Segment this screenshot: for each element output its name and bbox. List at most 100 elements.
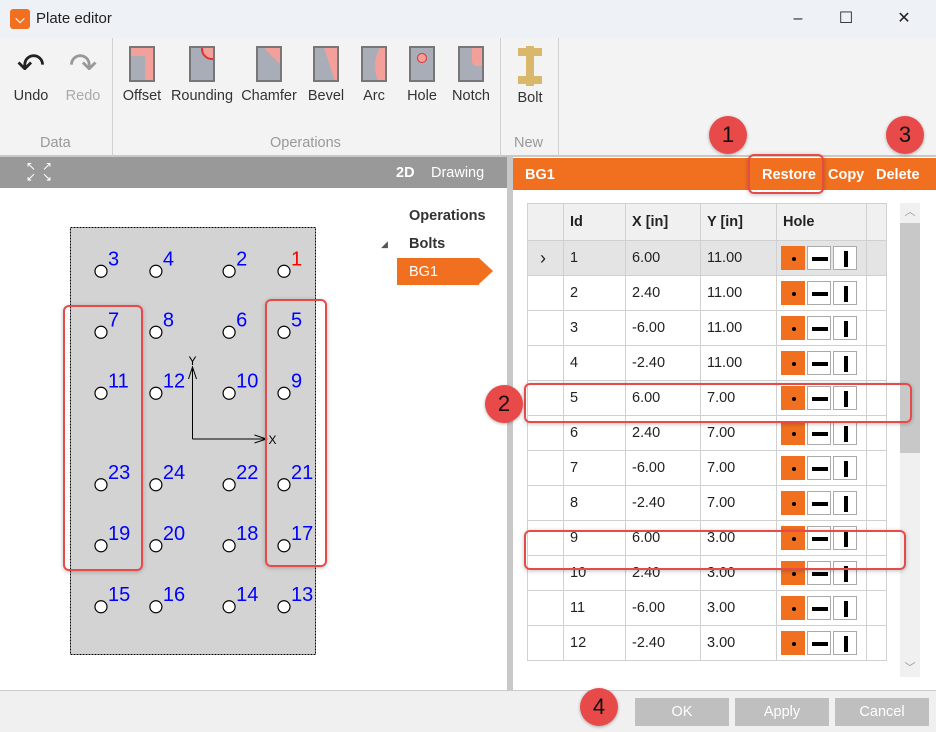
hole-slot-vertical-button[interactable] xyxy=(833,351,857,375)
arc-button[interactable]: Arc xyxy=(358,46,390,104)
cell-y[interactable]: 3.00 xyxy=(700,625,777,661)
bevel-button[interactable]: Bevel xyxy=(306,46,346,104)
fit-view-icon[interactable]: ↖↗ ↙↘ xyxy=(26,159,59,184)
column-id[interactable]: Id xyxy=(563,203,626,241)
view-drawing-tab[interactable]: Drawing xyxy=(431,165,485,181)
hole-slot-vertical-button[interactable] xyxy=(833,491,857,515)
hole-slot-vertical-button[interactable] xyxy=(833,631,857,655)
table-row[interactable]: 11 -6.00 3.00 xyxy=(527,590,887,626)
table-row[interactable]: 4 -2.40 11.00 xyxy=(527,345,887,381)
cell-y[interactable]: 11.00 xyxy=(700,275,777,311)
hole-slot-horizontal-button[interactable] xyxy=(807,316,831,340)
restore-button[interactable]: Restore xyxy=(762,167,816,183)
rounding-button[interactable]: Rounding xyxy=(170,46,234,104)
cell-x[interactable]: -6.00 xyxy=(625,310,701,346)
table-row[interactable]: 7 -6.00 7.00 xyxy=(527,450,887,486)
cell-id[interactable]: 2 xyxy=(563,275,626,311)
cell-x[interactable]: 6.00 xyxy=(625,240,701,276)
cell-x[interactable]: 6.00 xyxy=(625,520,701,556)
cell-x[interactable]: -2.40 xyxy=(625,485,701,521)
hole-slot-horizontal-button[interactable] xyxy=(807,596,831,620)
hole-slot-vertical-button[interactable] xyxy=(833,281,857,305)
copy-button[interactable]: Copy xyxy=(828,167,865,183)
table-row[interactable]: 8 -2.40 7.00 xyxy=(527,485,887,521)
cell-id[interactable]: 1 xyxy=(563,240,626,276)
hole-round-button[interactable] xyxy=(781,351,805,375)
bolt-button[interactable]: Bolt xyxy=(512,46,548,106)
hole-round-button[interactable] xyxy=(781,561,805,585)
table-row[interactable]: 6 2.40 7.00 xyxy=(527,415,887,451)
hole-slot-horizontal-button[interactable] xyxy=(807,456,831,480)
tree-bolts[interactable]: Bolts xyxy=(409,236,446,252)
cell-y[interactable]: 11.00 xyxy=(700,345,777,381)
cancel-button[interactable]: Cancel xyxy=(835,698,929,726)
row-header[interactable]: › xyxy=(527,240,564,276)
hole-slot-vertical-button[interactable] xyxy=(833,456,857,480)
cell-x[interactable]: -2.40 xyxy=(625,625,701,661)
row-header[interactable] xyxy=(527,275,564,311)
close-button[interactable]: ✕ xyxy=(897,10,911,27)
cell-y[interactable]: 11.00 xyxy=(700,240,777,276)
hole-slot-horizontal-button[interactable] xyxy=(807,491,831,515)
cell-x[interactable]: -2.40 xyxy=(625,345,701,381)
row-header[interactable] xyxy=(527,345,564,381)
hole-round-button[interactable] xyxy=(781,456,805,480)
panel-splitter[interactable] xyxy=(507,157,513,690)
hole-round-button[interactable] xyxy=(781,421,805,445)
table-row[interactable]: 9 6.00 3.00 xyxy=(527,520,887,556)
table-row[interactable]: 2 2.40 11.00 xyxy=(527,275,887,311)
hole-round-button[interactable] xyxy=(781,281,805,305)
expand-icon[interactable]: ◢ xyxy=(381,239,388,249)
cell-x[interactable]: -6.00 xyxy=(625,590,701,626)
cell-id[interactable]: 8 xyxy=(563,485,626,521)
hole-slot-vertical-button[interactable] xyxy=(833,561,857,585)
hole-button[interactable]: Hole xyxy=(404,46,440,104)
cell-x[interactable]: 2.40 xyxy=(625,555,701,591)
hole-slot-horizontal-button[interactable] xyxy=(807,386,831,410)
cell-y[interactable]: 11.00 xyxy=(700,310,777,346)
cell-id[interactable]: 3 xyxy=(563,310,626,346)
hole-round-button[interactable] xyxy=(781,316,805,340)
ok-button[interactable]: OK xyxy=(635,698,729,726)
cell-id[interactable]: 4 xyxy=(563,345,626,381)
cell-x[interactable]: -6.00 xyxy=(625,450,701,486)
hole-slot-vertical-button[interactable] xyxy=(833,596,857,620)
table-row[interactable]: › 1 6.00 11.00 xyxy=(527,240,887,276)
chamfer-button[interactable]: Chamfer xyxy=(240,46,298,104)
hole-slot-horizontal-button[interactable] xyxy=(807,281,831,305)
row-header[interactable] xyxy=(527,310,564,346)
hole-slot-vertical-button[interactable] xyxy=(833,246,857,270)
column-hole[interactable]: Hole xyxy=(776,203,867,241)
vertical-scrollbar[interactable]: ︿ ﹀ xyxy=(900,203,920,677)
cell-id[interactable]: 11 xyxy=(563,590,626,626)
cell-id[interactable]: 7 xyxy=(563,450,626,486)
undo-button[interactable]: ↶ Undo xyxy=(10,46,52,104)
column-x[interactable]: X [in] xyxy=(625,203,701,241)
hole-round-button[interactable] xyxy=(781,631,805,655)
offset-button[interactable]: Offset xyxy=(120,46,164,104)
maximize-button[interactable]: ☐ xyxy=(838,10,854,27)
hole-round-button[interactable] xyxy=(781,246,805,270)
hole-slot-horizontal-button[interactable] xyxy=(807,631,831,655)
cell-y[interactable]: 7.00 xyxy=(700,485,777,521)
tree-operations[interactable]: Operations xyxy=(409,208,486,224)
scroll-thumb[interactable] xyxy=(900,223,920,453)
scroll-down-icon[interactable]: ﹀ xyxy=(904,662,916,674)
hole-slot-vertical-button[interactable] xyxy=(833,386,857,410)
cell-id[interactable]: 12 xyxy=(563,625,626,661)
minimize-button[interactable]: – xyxy=(793,10,803,27)
cell-y[interactable]: 7.00 xyxy=(700,450,777,486)
view-2d-tab[interactable]: 2D xyxy=(396,165,415,181)
hole-slot-horizontal-button[interactable] xyxy=(807,246,831,270)
hole-round-button[interactable] xyxy=(781,596,805,620)
hole-slot-vertical-button[interactable] xyxy=(833,421,857,445)
scroll-up-icon[interactable]: ︿ xyxy=(904,206,916,218)
column-y[interactable]: Y [in] xyxy=(700,203,777,241)
table-row[interactable]: 3 -6.00 11.00 xyxy=(527,310,887,346)
redo-button[interactable]: ↷ Redo xyxy=(62,46,104,104)
apply-button[interactable]: Apply xyxy=(735,698,829,726)
hole-round-button[interactable] xyxy=(781,386,805,410)
hole-slot-horizontal-button[interactable] xyxy=(807,421,831,445)
row-header[interactable] xyxy=(527,590,564,626)
